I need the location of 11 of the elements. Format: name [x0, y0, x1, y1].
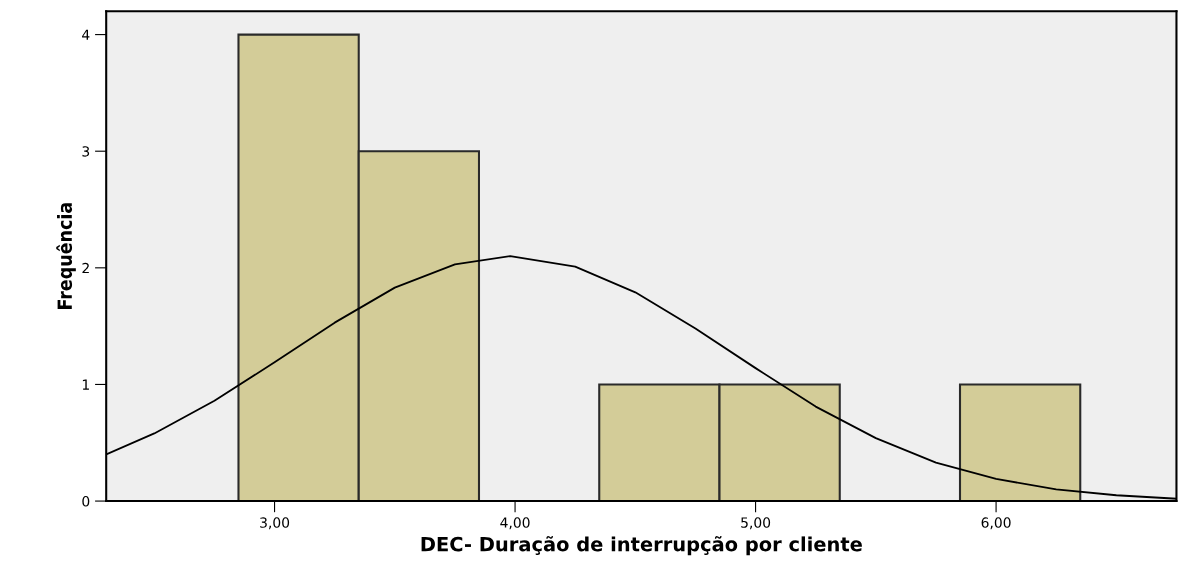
y-axis-title: Frequência — [56, 203, 76, 309]
y-tick-label: 3 — [82, 146, 90, 157]
y-tick-label: 4 — [82, 29, 90, 40]
x-tick-label: 3,00 — [260, 517, 290, 530]
y-tick-label: 1 — [82, 379, 89, 390]
x-axis-title: DEC- Duração de interrupção por cliente — [421, 536, 862, 556]
y-tick-label: 0 — [82, 496, 90, 507]
x-tick-label: 6,00 — [981, 517, 1011, 530]
x-tick-label: 5,00 — [741, 517, 771, 530]
x-tick-label: 4,00 — [500, 517, 530, 530]
y-tick-label: 2 — [82, 262, 89, 274]
